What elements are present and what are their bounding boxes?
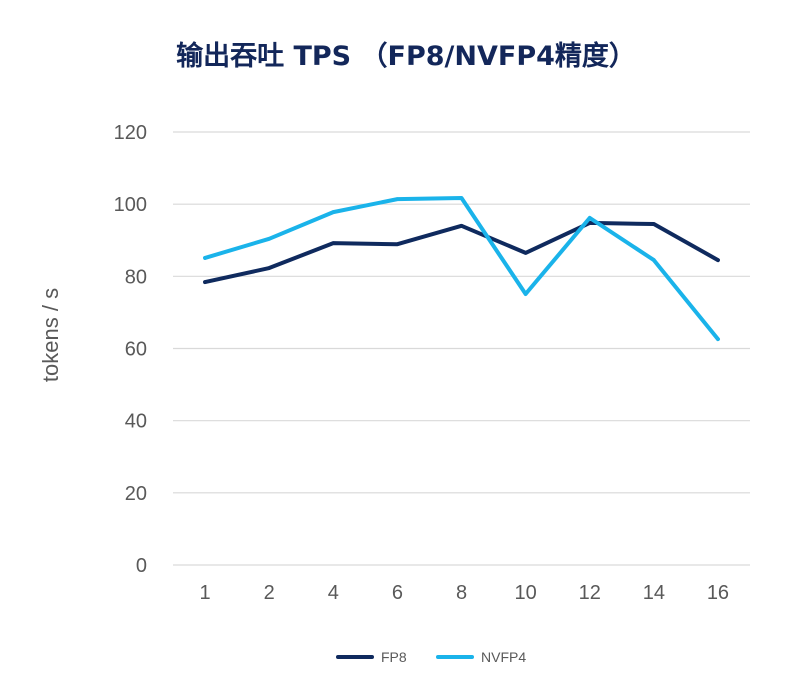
x-axis-ticks: 1 2 4 6 8 10 12 14 16 (199, 582, 729, 604)
data-point-fp8 (652, 222, 656, 226)
y-tick-label: 40 (125, 411, 147, 433)
data-point-nvfp4 (459, 196, 464, 200)
series-nvfp4 (203, 196, 720, 342)
y-tick-label: 80 (125, 266, 147, 288)
data-point-fp8 (523, 251, 528, 255)
series-group (203, 196, 720, 342)
data-point-fp8 (331, 241, 336, 245)
x-tick-label: 6 (392, 582, 403, 604)
y-tick-label: 120 (114, 122, 147, 144)
data-point-nvfp4 (267, 237, 271, 241)
x-tick-label: 8 (456, 582, 467, 604)
x-tick-label: 1 (199, 582, 210, 604)
data-point-fp8 (203, 280, 207, 284)
y-tick-label: 0 (136, 555, 147, 577)
x-tick-label: 2 (264, 582, 275, 604)
legend-label-nvfp4: NVFP4 (481, 649, 526, 665)
x-tick-label: 4 (328, 582, 339, 604)
data-point-fp8 (267, 266, 271, 270)
data-point-nvfp4 (587, 216, 592, 220)
y-axis-label: tokens / s (38, 288, 63, 382)
y-axis-ticks: 0 20 40 60 80 100 120 (114, 122, 147, 577)
legend: FP8 NVFP4 (336, 649, 526, 665)
x-tick-label: 10 (514, 582, 536, 604)
y-tick-label: 20 (125, 483, 147, 505)
data-point-nvfp4 (523, 292, 528, 296)
y-tick-label: 60 (125, 339, 147, 361)
x-tick-label: 12 (579, 582, 601, 604)
x-tick-label: 16 (707, 582, 729, 604)
data-point-nvfp4 (652, 258, 656, 262)
series-fp8 (203, 220, 720, 285)
data-point-fp8 (459, 224, 464, 228)
data-point-nvfp4 (716, 337, 720, 341)
data-point-fp8 (716, 258, 720, 262)
legend-label-fp8: FP8 (381, 649, 407, 665)
gridlines (173, 131, 750, 566)
data-point-nvfp4 (203, 256, 207, 260)
legend-item-nvfp4: NVFP4 (436, 649, 526, 665)
y-tick-label: 100 (114, 194, 147, 216)
data-point-nvfp4 (395, 197, 400, 201)
legend-item-fp8: FP8 (336, 649, 407, 665)
x-tick-label: 14 (643, 582, 665, 604)
data-point-fp8 (395, 242, 400, 247)
chart-title: 输出吞吐 TPS （FP8/NVFP4精度） (176, 40, 636, 72)
data-point-nvfp4 (331, 210, 336, 214)
